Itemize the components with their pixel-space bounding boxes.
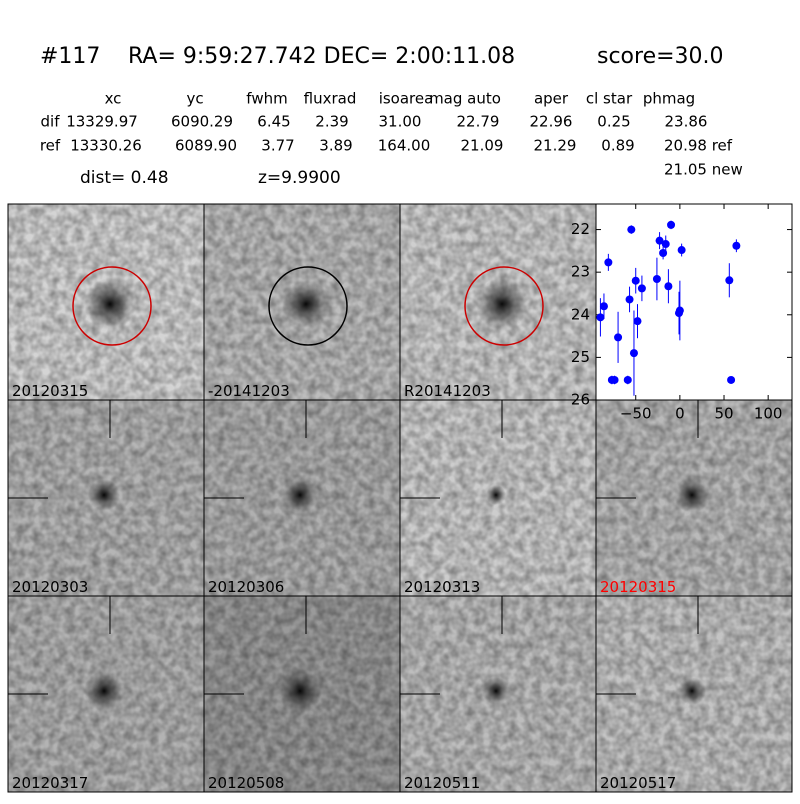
- source: [282, 477, 318, 513]
- coordinates: RA= 9:59:27.742 DEC= 2:00:11.08: [128, 44, 515, 69]
- score: score=30.0: [597, 44, 724, 69]
- candidate-id: #117: [40, 44, 100, 69]
- stamp-label: -20141203: [208, 382, 290, 400]
- frame: [595, 595, 793, 793]
- point: [633, 317, 642, 326]
- y-tick-label: 22: [571, 220, 590, 238]
- source: [476, 278, 528, 330]
- point: [627, 225, 636, 234]
- table-cell: 6089.90: [175, 137, 237, 155]
- point: [610, 375, 619, 384]
- y-tick-label: 25: [571, 348, 590, 366]
- aperture: [268, 266, 348, 346]
- point: [727, 375, 736, 384]
- stamp-label: 20120315: [12, 382, 88, 400]
- point: [614, 333, 623, 342]
- table-cell: 31.00: [379, 113, 422, 131]
- point: [677, 246, 686, 255]
- point: [652, 274, 661, 283]
- table-cell: 3.89: [319, 137, 352, 155]
- table-cell: 3.77: [261, 137, 294, 155]
- x-tick-label: 100: [754, 405, 783, 423]
- point: [732, 241, 741, 250]
- source: [482, 677, 510, 705]
- stamp-label: 20120315: [600, 578, 676, 596]
- aperture: [464, 266, 544, 346]
- table-cell: 22.79: [457, 113, 500, 131]
- column-header: yc: [186, 90, 203, 108]
- table-cell: dif: [41, 113, 61, 131]
- y-tick-label: 24: [571, 305, 590, 323]
- point: [661, 240, 670, 249]
- column-header: cl star: [586, 90, 633, 108]
- point: [655, 236, 664, 245]
- point: [596, 313, 605, 322]
- table-cell: 164.00: [378, 137, 431, 155]
- point: [631, 276, 640, 285]
- source: [278, 669, 322, 713]
- source: [486, 485, 506, 505]
- source: [678, 677, 706, 705]
- table-cell: 21.09: [461, 137, 504, 155]
- stamp-label: 20120313: [404, 578, 480, 596]
- distance: dist= 0.48: [80, 168, 169, 188]
- phmag-new: 21.05 new: [664, 161, 743, 179]
- column-header: aper: [534, 90, 569, 108]
- plot-area: [595, 203, 793, 401]
- x-tick-label: 50: [714, 405, 733, 423]
- table-cell: 13330.26: [70, 137, 142, 155]
- point: [725, 276, 734, 285]
- source: [88, 479, 120, 511]
- column-header: xc: [105, 90, 122, 108]
- source: [674, 477, 710, 513]
- column-header: fwhm: [246, 90, 287, 108]
- table-cell: 0.25: [597, 113, 630, 131]
- point: [675, 306, 684, 315]
- x-tick-label: 0: [675, 405, 685, 423]
- y-tick-label: 26: [571, 391, 590, 409]
- table-cell: 13329.97: [66, 113, 138, 131]
- column-header: fluxrad: [304, 90, 357, 108]
- stamp-label: 20120317: [12, 774, 88, 792]
- point: [604, 258, 613, 267]
- stamp-label: 20120517: [600, 774, 676, 792]
- column-header: mag auto: [429, 90, 501, 108]
- table-cell: 21.29: [534, 137, 577, 155]
- point: [629, 349, 638, 358]
- redshift: z=9.9900: [258, 168, 341, 188]
- point: [625, 295, 634, 304]
- stamp-label: R20141203: [404, 382, 491, 400]
- source: [84, 278, 136, 330]
- y-tick-label: 23: [571, 263, 590, 281]
- source: [84, 671, 124, 711]
- aperture: [72, 266, 152, 346]
- point: [667, 220, 676, 229]
- table-cell: 6.45: [257, 113, 290, 131]
- source: [282, 280, 330, 328]
- point: [623, 375, 632, 384]
- stamp-label: 20120508: [208, 774, 284, 792]
- column-header: isoarea: [379, 90, 434, 108]
- point: [659, 249, 668, 257]
- table-cell: 2.39: [315, 113, 348, 131]
- table-cell: 0.89: [601, 137, 634, 155]
- x-tick-label: −50: [620, 405, 652, 423]
- table-cell: 20.98 ref: [664, 137, 733, 155]
- point: [637, 284, 646, 293]
- point: [664, 282, 673, 291]
- table-cell: ref: [40, 137, 61, 155]
- table-cell: 23.86: [665, 113, 708, 131]
- stamp-label: 20120511: [404, 774, 480, 792]
- stamp-label: 20120303: [12, 578, 88, 596]
- table-cell: 22.96: [530, 113, 573, 131]
- column-header: phmag: [643, 90, 695, 108]
- table-cell: 6090.29: [171, 113, 233, 131]
- stamp-label: 20120306: [208, 578, 284, 596]
- point: [599, 302, 608, 311]
